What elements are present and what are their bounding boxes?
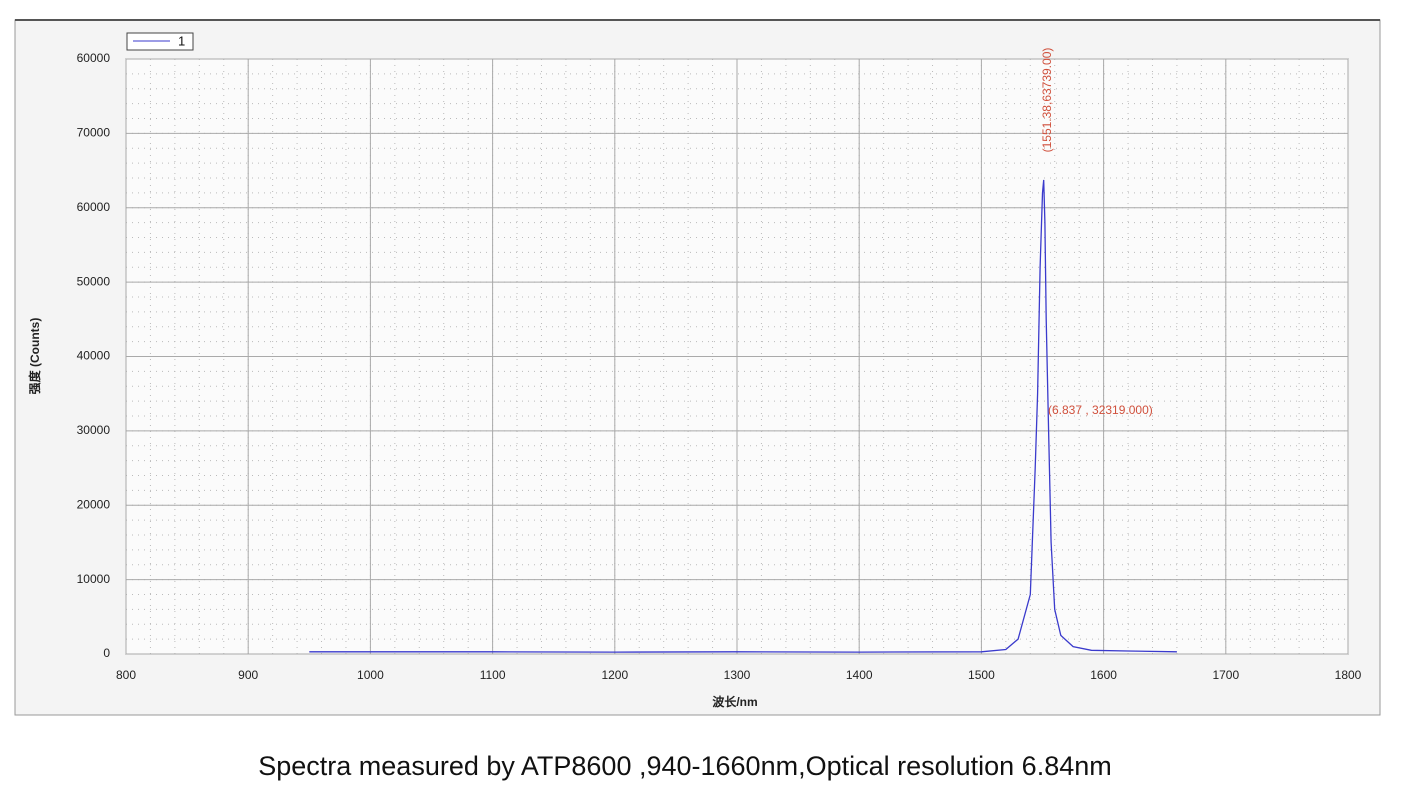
x-axis-label: 波长/nm bbox=[712, 694, 757, 709]
y-tick-label: 50000 bbox=[77, 274, 111, 288]
y-tick-label: 10000 bbox=[77, 572, 111, 586]
y-tick-label: 40000 bbox=[77, 349, 111, 363]
x-tick-label: 1100 bbox=[480, 668, 506, 682]
x-tick-label: 900 bbox=[238, 668, 258, 682]
x-tick-label: 1600 bbox=[1090, 668, 1117, 682]
y-tick-label: 60000 bbox=[77, 51, 111, 65]
series-line bbox=[309, 179, 1177, 653]
y-tick-label: 20000 bbox=[77, 497, 111, 511]
annotation: (1551.38,63739.00) bbox=[1040, 48, 1054, 153]
caption: Spectra measured by ATP8600 ,940-1660nm,… bbox=[258, 751, 1112, 781]
annotation: (6.837 , 32319.000) bbox=[1048, 403, 1153, 417]
x-tick-label: 1400 bbox=[846, 668, 873, 682]
x-tick-label: 1700 bbox=[1212, 668, 1239, 682]
y-tick-label: 0 bbox=[103, 646, 110, 660]
x-tick-label: 1500 bbox=[968, 668, 995, 682]
x-tick-label: 1000 bbox=[357, 668, 384, 682]
y-tick-label: 70000 bbox=[77, 126, 111, 140]
x-tick-label: 1200 bbox=[601, 668, 628, 682]
y-tick-label: 30000 bbox=[77, 423, 111, 437]
y-tick-label: 60000 bbox=[77, 200, 111, 214]
x-tick-label: 1800 bbox=[1335, 668, 1362, 682]
legend-label: 1 bbox=[178, 33, 185, 48]
y-axis-label: 强度 (Counts) bbox=[27, 318, 42, 395]
x-tick-label: 1300 bbox=[724, 668, 751, 682]
x-tick-label: 800 bbox=[116, 668, 136, 682]
